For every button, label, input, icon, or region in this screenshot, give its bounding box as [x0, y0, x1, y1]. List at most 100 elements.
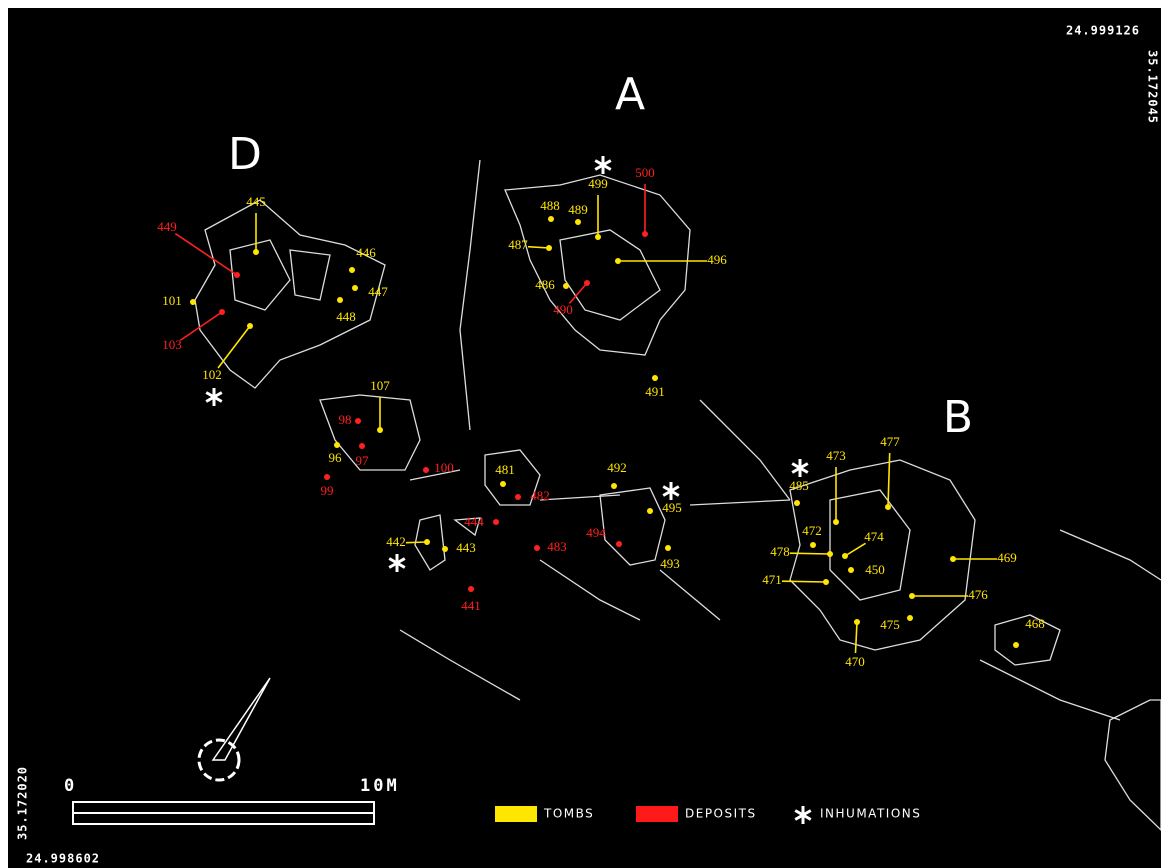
- legend-swatch-deposits: [636, 806, 678, 822]
- tomb-marker: [794, 500, 800, 506]
- deposit-marker: [324, 474, 330, 480]
- deposit-label: 444: [464, 514, 484, 529]
- map-background: [8, 8, 1161, 868]
- tomb-marker: [833, 519, 839, 525]
- group-letter: D: [228, 129, 262, 180]
- deposit-label: 449: [157, 219, 177, 234]
- tomb-label: 493: [660, 556, 680, 571]
- deposit-label: 500: [635, 165, 655, 180]
- tomb-label: 447: [368, 284, 388, 299]
- tomb-label: 101: [162, 293, 182, 308]
- tomb-marker: [665, 545, 671, 551]
- tomb-marker: [652, 375, 658, 381]
- deposit-label: 99: [321, 483, 334, 498]
- tomb-marker: [377, 427, 383, 433]
- tomb-marker: [546, 245, 552, 251]
- scale-start: 0: [64, 776, 77, 796]
- tomb-label: 496: [707, 252, 727, 267]
- tomb-label: 475: [880, 617, 900, 632]
- deposit-marker: [355, 418, 361, 424]
- coordinate-bottom: 24.998602: [26, 852, 100, 866]
- tomb-label: 448: [336, 309, 356, 324]
- tomb-marker: [442, 546, 448, 552]
- deposit-marker: [359, 443, 365, 449]
- tomb-label: 478: [770, 544, 790, 559]
- scale-end: 10M: [360, 776, 400, 796]
- tomb-leader: [790, 553, 830, 554]
- deposit-marker: [468, 586, 474, 592]
- tomb-label: 481: [495, 462, 515, 477]
- deposit-marker: [234, 272, 240, 278]
- tomb-label: 472: [802, 523, 822, 538]
- legend-deposits: DEPOSITS: [685, 807, 757, 821]
- deposit-marker: [219, 309, 225, 315]
- tomb-label: 485: [789, 478, 809, 493]
- deposit-marker: [515, 494, 521, 500]
- tomb-label: 445: [246, 194, 266, 209]
- tomb-label: 495: [662, 500, 682, 515]
- tomb-marker: [885, 504, 891, 510]
- tomb-marker: [595, 234, 601, 240]
- tomb-label: 491: [645, 384, 665, 399]
- tomb-label: 442: [386, 534, 406, 549]
- deposit-marker: [616, 541, 622, 547]
- group-letter: B: [943, 392, 973, 443]
- group-letter: A: [615, 69, 645, 120]
- deposit-label: 490: [553, 302, 573, 317]
- tomb-marker: [334, 442, 340, 448]
- deposit-label: 103: [162, 337, 182, 352]
- tomb-marker: [349, 267, 355, 273]
- tomb-label: 102: [202, 367, 222, 382]
- tomb-label: 499: [588, 176, 608, 191]
- deposit-label: 100: [434, 460, 454, 475]
- tomb-marker: [1013, 642, 1019, 648]
- tomb-marker: [909, 593, 915, 599]
- tomb-marker: [500, 481, 506, 487]
- deposit-label: 494: [586, 525, 606, 540]
- tomb-label: 107: [370, 378, 390, 393]
- tomb-label: 468: [1025, 616, 1045, 631]
- deposit-label: 482: [530, 488, 550, 503]
- tomb-label: 473: [826, 448, 846, 463]
- deposit-marker: [423, 467, 429, 473]
- deposit-label: 441: [461, 598, 481, 613]
- tomb-label: 471: [762, 572, 782, 587]
- tomb-label: 486: [535, 277, 555, 292]
- deposit-label: 97: [356, 453, 370, 468]
- tomb-marker: [548, 216, 554, 222]
- tomb-label: 450: [865, 562, 885, 577]
- page: {"coordinates": {"top": "24.999126", "ri…: [0, 0, 1161, 868]
- tomb-marker: [190, 299, 196, 305]
- tomb-marker: [842, 553, 848, 559]
- tomb-label: 476: [968, 587, 988, 602]
- tomb-leader: [406, 542, 427, 543]
- coordinate-top: 24.999126: [1066, 24, 1140, 38]
- tomb-marker: [611, 483, 617, 489]
- tomb-marker: [247, 323, 253, 329]
- deposit-marker: [534, 545, 540, 551]
- tomb-marker: [647, 508, 653, 514]
- tomb-marker: [253, 249, 259, 255]
- legend-tombs: TOMBS: [543, 807, 594, 821]
- tomb-marker: [424, 539, 430, 545]
- map: 0 10M 24.999126 35.172045 35.172020 24.9…: [0, 0, 1161, 868]
- legend-swatch-tombs: [495, 806, 537, 822]
- legend-inhumations: INHUMATIONS: [820, 807, 921, 821]
- tomb-marker: [615, 258, 621, 264]
- deposit-label: 483: [547, 539, 567, 554]
- tomb-marker: [907, 615, 913, 621]
- coordinate-right: 35.172045: [1146, 50, 1160, 124]
- tomb-label: 477: [880, 434, 900, 449]
- tomb-label: 488: [540, 198, 560, 213]
- deposit-marker: [493, 519, 499, 525]
- tomb-leader: [782, 581, 826, 582]
- tomb-marker: [575, 219, 581, 225]
- deposit-marker: [584, 280, 590, 286]
- deposit-label: 98: [339, 412, 352, 427]
- tomb-marker: [950, 556, 956, 562]
- coordinate-left: 35.172020: [16, 766, 30, 840]
- tomb-label: 489: [568, 202, 588, 217]
- tomb-label: 96: [329, 450, 343, 465]
- tomb-label: 487: [508, 237, 528, 252]
- tomb-marker: [823, 579, 829, 585]
